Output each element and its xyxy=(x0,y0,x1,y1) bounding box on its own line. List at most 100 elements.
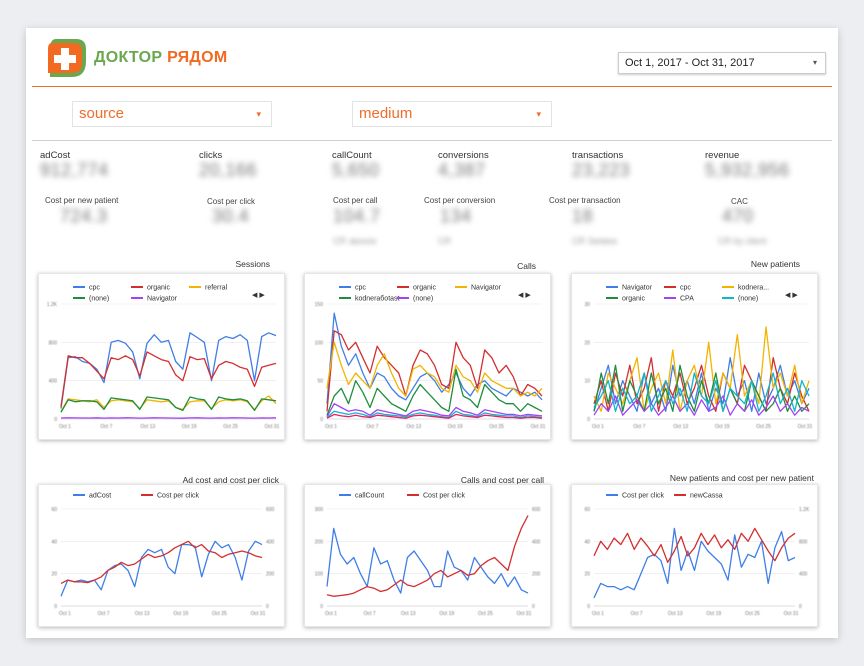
series-line xyxy=(593,395,810,416)
series-line xyxy=(593,372,810,412)
x-tick-label: Oct 1 xyxy=(592,611,604,617)
y-tick-label: 20 xyxy=(584,340,590,346)
y2-tick-label: 0 xyxy=(799,604,802,610)
x-tick-label: Oct 19 xyxy=(706,611,721,617)
x-tick-label: Oct 19 xyxy=(448,424,463,430)
kpi-sub: CR звонок xyxy=(333,236,377,246)
y2-tick-label: 400 xyxy=(799,572,808,578)
y-tick-label: 300 xyxy=(315,507,324,513)
y2-tick-label: 1.2K xyxy=(799,507,810,513)
new-patients-cost-chart: Cost per click newCassa 0 20 40 60 0 400 800 1.2K… xyxy=(571,484,818,627)
filter-divider xyxy=(32,140,832,141)
legend-label: adCost xyxy=(89,493,111,500)
source-filter[interactable]: source ▾ xyxy=(72,101,272,127)
y-tick-label: 40 xyxy=(584,539,590,545)
legend-label: referral xyxy=(205,285,228,292)
y-tick-label: 0 xyxy=(320,417,323,423)
y-tick-label: 60 xyxy=(584,507,590,513)
series-line xyxy=(326,515,529,597)
brand-name: ДОКТОР РЯДОМ xyxy=(94,49,228,67)
legend-label: (none) xyxy=(738,296,758,303)
x-tick-label: Oct 7 xyxy=(364,611,376,617)
chevron-down-icon: ▾ xyxy=(812,58,817,67)
kpi-label: conversions xyxy=(438,150,489,161)
pager-arrows-icon: ◀ ▶ xyxy=(785,292,798,299)
x-tick-label: Oct 25 xyxy=(745,611,760,617)
x-tick-label: Oct 13 xyxy=(406,424,421,430)
y-tick-label: 30 xyxy=(584,302,590,308)
x-tick-label: Oct 25 xyxy=(223,424,238,430)
chevron-down-icon: ▾ xyxy=(256,109,261,119)
x-tick-label: Oct 1 xyxy=(59,611,71,617)
kpi-label: adCost xyxy=(40,150,71,161)
chart-title: Calls xyxy=(517,261,536,271)
sessions-chart: cpc organic referral (none) Navigator ◀ ▶ 0 400… xyxy=(38,273,285,440)
series-line xyxy=(60,540,263,597)
legend-label: newCassa xyxy=(690,493,723,500)
chart-title: Calls and cost per call xyxy=(460,475,544,485)
y-tick-label: 200 xyxy=(315,539,324,545)
brand-name-part2: РЯДОМ xyxy=(167,49,228,66)
legend-label: (none) xyxy=(89,296,109,303)
kpi-value: 18 xyxy=(572,206,594,226)
kpi-value: 134 xyxy=(440,206,472,226)
y-tick-label: 50 xyxy=(317,379,323,385)
medium-filter[interactable]: medium ▾ xyxy=(352,101,552,127)
kpi-value: 20,166 xyxy=(199,160,258,180)
x-tick-label: Oct 31 xyxy=(517,611,532,617)
legend-label: Cost per click xyxy=(423,493,466,500)
x-tick-label: Oct 7 xyxy=(100,424,112,430)
legend-label: organic xyxy=(147,285,170,292)
x-tick-label: Oct 1 xyxy=(59,424,71,430)
x-tick-label: Oct 31 xyxy=(531,424,546,430)
x-tick-label: Oct 19 xyxy=(439,611,454,617)
brand-name-part1: ДОКТОР xyxy=(94,49,163,66)
y2-tick-label: 0 xyxy=(532,604,535,610)
kpi-label: Cost per click xyxy=(207,197,256,206)
y-tick-label: 0 xyxy=(587,604,590,610)
legend-label: kodnera... xyxy=(738,285,769,292)
kpi-label: Cost per new patient xyxy=(45,196,119,205)
x-tick-label: Oct 7 xyxy=(366,424,378,430)
kpi-value: 30.4 xyxy=(212,206,250,226)
chart-title: Ad cost and cost per click xyxy=(182,475,279,485)
kpi-label: CAC xyxy=(731,197,748,206)
legend-label: cpc xyxy=(89,285,100,292)
brand-logo: ДОКТОР РЯДОМ xyxy=(46,37,228,79)
new-patients-chart: Navigator cpc kodnera... organic CPA (none) ◀ … xyxy=(571,273,818,440)
legend-label: callCount xyxy=(355,493,384,500)
kpi-value: 104.7 xyxy=(333,206,381,226)
x-tick-label: Oct 31 xyxy=(798,424,813,430)
y2-tick-label: 400 xyxy=(532,539,541,545)
x-tick-label: Oct 1 xyxy=(592,424,604,430)
x-tick-label: Oct 19 xyxy=(182,424,197,430)
kpi-value: 470 xyxy=(722,206,754,226)
kpi-label: revenue xyxy=(705,150,740,161)
y-tick-label: 10 xyxy=(584,379,590,385)
calls-chart: cpc organic Navigator kodneraбotast (none) ◀ … xyxy=(304,273,551,440)
legend-label: Navigator xyxy=(471,285,502,292)
x-tick-label: Oct 13 xyxy=(673,424,688,430)
y-tick-label: 0 xyxy=(320,604,323,610)
legend-label: (none) xyxy=(413,296,433,303)
legend-label: Cost per click xyxy=(157,493,200,500)
series-line xyxy=(326,330,543,412)
series-line xyxy=(326,341,543,397)
y-tick-label: 20 xyxy=(584,572,590,578)
series-line xyxy=(60,351,277,407)
date-range-text: Oct 1, 2017 - Oct 31, 2017 xyxy=(625,57,755,69)
y-tick-label: 100 xyxy=(315,340,324,346)
series-line xyxy=(326,312,543,404)
y2-tick-label: 600 xyxy=(532,507,541,513)
legend-label: organic xyxy=(622,296,645,303)
x-tick-label: Oct 1 xyxy=(325,424,337,430)
medium-filter-label: medium xyxy=(359,105,413,122)
x-tick-label: Oct 19 xyxy=(173,611,188,617)
x-tick-label: Oct 1 xyxy=(325,611,337,617)
kpi-label: Cost per transaction xyxy=(549,196,621,205)
date-range-picker[interactable]: Oct 1, 2017 - Oct 31, 2017 ▾ xyxy=(618,52,826,74)
legend-label: CPA xyxy=(680,296,694,303)
x-tick-label: Oct 31 xyxy=(265,424,280,430)
kpi-value: 4,387 xyxy=(438,160,486,180)
pager-arrows-icon: ◀ ▶ xyxy=(252,292,265,299)
